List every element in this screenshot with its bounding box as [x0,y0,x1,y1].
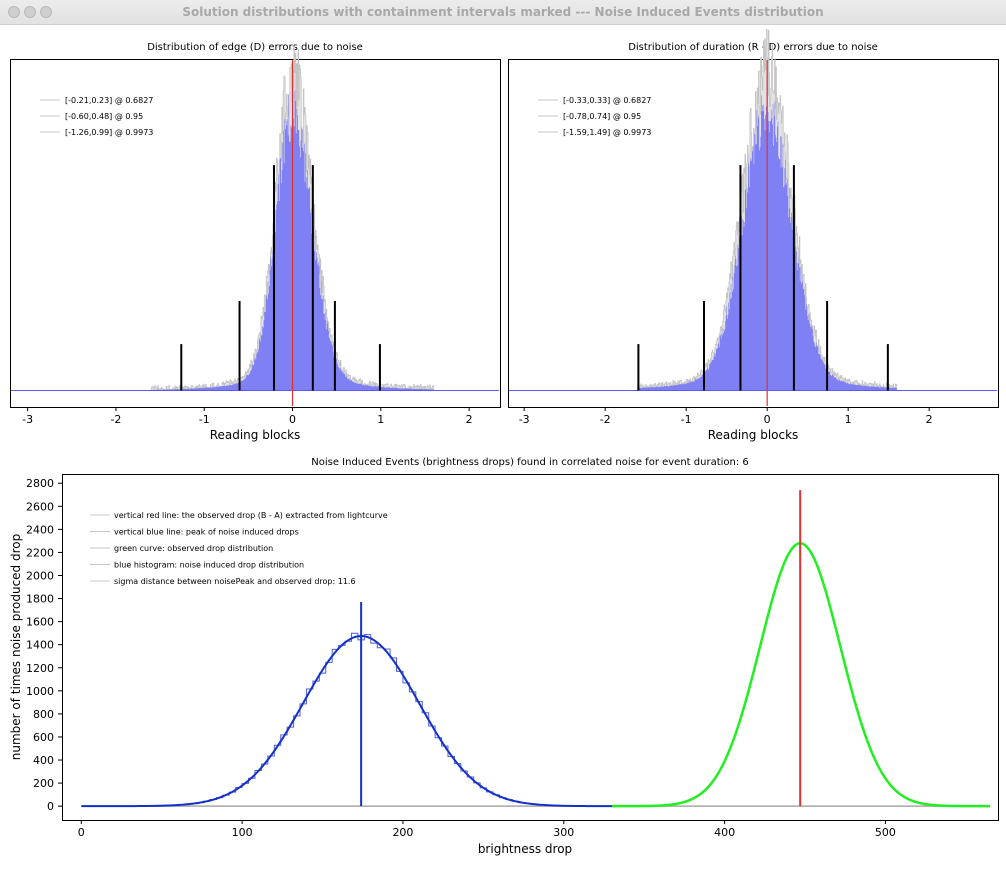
legend-entry: [-0.78,0.74] @ 0.95 [563,112,641,121]
histogram-panel-2: Distribution of duration (R - D) errors … [508,29,999,442]
x-tick-label: 0 [289,413,296,426]
window-title: Solution distributions with containment … [182,5,824,19]
y-tick-label: 800 [33,708,54,721]
legend-entry: sigma distance between noisePeak and obs… [114,577,356,586]
x-tick-label: 2 [926,413,933,426]
legend-entry: green curve: observed drop distribution [114,544,273,553]
chart-title: Distribution of duration (R - D) errors … [628,42,878,53]
x-axis-label: brightness drop [478,842,572,856]
legend-entry: [-0.21,0.23] @ 0.6827 [65,96,153,105]
noise-events-panel: Noise Induced Events (brightness drops) … [9,457,999,856]
y-tick-label: 1400 [26,639,54,652]
window-titlebar: Solution distributions with containment … [0,0,1006,25]
legend-entry: [-0.60,0.48] @ 0.95 [65,112,143,121]
x-tick-label: 0 [78,826,85,839]
x-tick-label: -3 [22,413,33,426]
x-tick-label: -3 [519,413,530,426]
chart-title: Noise Induced Events (brightness drops) … [311,457,749,468]
y-tick-label: 400 [33,754,54,767]
legend-entry: blue histogram: noise induced drop distr… [114,561,304,570]
x-tick-label: -2 [600,413,611,426]
x-tick-label: 300 [553,826,574,839]
x-tick-label: 0 [764,413,771,426]
x-tick-label: -1 [681,413,692,426]
zoom-window-button[interactable] [40,6,52,18]
y-tick-label: 200 [33,777,54,790]
y-tick-label: 1600 [26,616,54,629]
x-tick-label: 100 [232,826,253,839]
y-tick-label: 1000 [26,685,54,698]
y-tick-label: 2600 [26,500,54,513]
x-axis-label: Reading blocks [210,428,301,442]
plots-canvas: Distribution of edge (D) errors due to n… [9,29,999,856]
y-tick-label: 2400 [26,523,54,536]
legend-entry: vertical blue line: peak of noise induce… [114,528,299,537]
blue-curve [81,635,613,808]
x-tick-label: 2 [466,413,473,426]
minimize-window-button[interactable] [24,6,36,18]
y-tick-label: 2000 [26,569,54,582]
legend-entry: vertical red line: the observed drop (B … [114,511,388,520]
y-tick-label: 600 [33,731,54,744]
close-window-button[interactable] [8,6,20,18]
x-tick-label: 1 [845,413,852,426]
y-tick-label: 0 [47,800,54,813]
x-tick-label: 400 [714,826,735,839]
chart-title: Distribution of edge (D) errors due to n… [147,42,363,53]
x-tick-label: -2 [110,413,121,426]
x-tick-label: 200 [392,826,413,839]
legend-entry: [-0.33,0.33] @ 0.6827 [563,96,651,105]
histogram-panel-1: Distribution of edge (D) errors due to n… [10,42,501,442]
x-tick-label: -1 [199,413,210,426]
legend-entry: [-1.59,1.49] @ 0.9973 [563,128,651,137]
y-axis-label: number of times noise produced drop [9,534,23,760]
x-axis-label: Reading blocks [708,428,799,442]
y-tick-label: 1800 [26,593,54,606]
x-tick-label: 500 [875,826,896,839]
plot-area: Distribution of edge (D) errors due to n… [0,25,1006,864]
y-tick-label: 2200 [26,546,54,559]
legend-entry: [-1.26,0.99] @ 0.9973 [65,128,153,137]
y-tick-label: 2800 [26,477,54,490]
y-tick-label: 1200 [26,662,54,675]
x-tick-label: 1 [377,413,384,426]
plot-frame [62,474,999,821]
